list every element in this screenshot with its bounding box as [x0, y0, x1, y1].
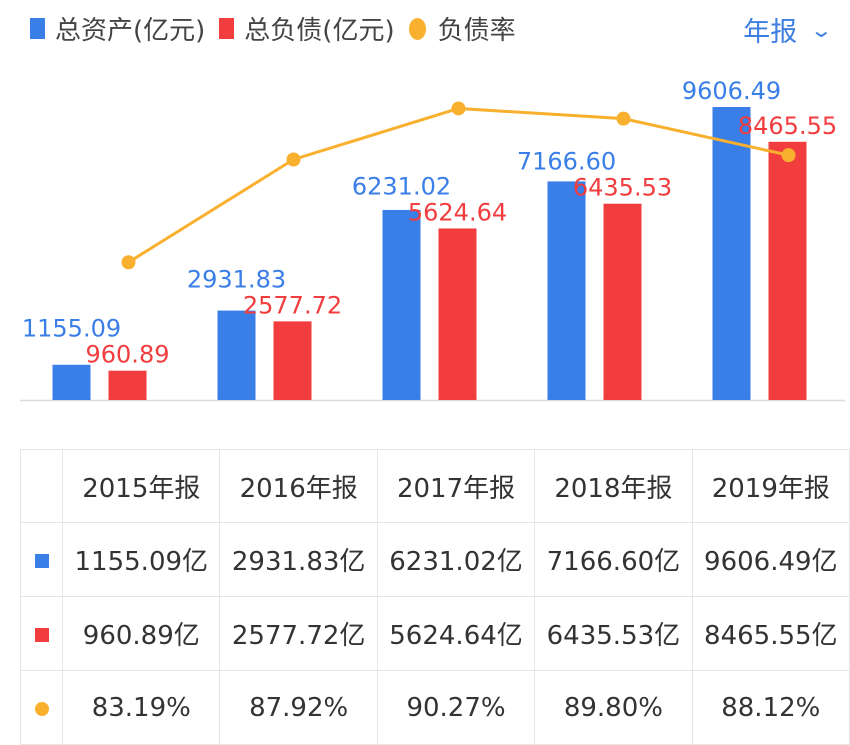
- legend-square-icon: [219, 18, 235, 39]
- table-row-debt-ratio: 83.19% 87.92% 90.27% 89.80% 88.12%: [19, 670, 850, 745]
- legend-square-icon: [30, 18, 45, 39]
- debt-ratio-point: [121, 255, 136, 270]
- chart-legend: 总资产(亿元) 总负债(亿元) 负债率: [30, 10, 530, 47]
- table-cell: 5624.64亿: [376, 596, 536, 671]
- table-header-cell: 2018年报: [534, 449, 693, 523]
- total-liabilities-data-label: 6435.53: [573, 174, 672, 202]
- total-liabilities-bar: [108, 370, 147, 400]
- total-assets-data-label: 9606.49: [682, 77, 781, 105]
- debt-ratio-point: [451, 101, 466, 116]
- debt-ratio-point: [616, 111, 631, 126]
- total-liabilities-bar: [603, 203, 642, 400]
- table-cell: 88.12%: [691, 670, 850, 745]
- table-cell: 1155.09亿: [62, 522, 221, 597]
- total-assets-bar: [382, 209, 421, 400]
- total-liabilities-bar: [768, 141, 807, 400]
- period-selector-label: 年报: [743, 17, 798, 48]
- legend-label: 总资产(亿元): [55, 16, 206, 46]
- table-cell: 9606.49亿: [691, 522, 850, 597]
- table-cell: 960.89亿: [62, 596, 221, 671]
- table-corner-cell: [19, 449, 64, 523]
- table-header-cell: 2015年报: [62, 449, 221, 523]
- total-liabilities-bar: [438, 228, 477, 400]
- table-row-total-assets: 1155.09亿 2931.83亿 6231.02亿 7166.60亿 9606…: [19, 522, 850, 597]
- chevron-down-icon: ⌄: [809, 17, 834, 42]
- table-cell: 8465.55亿: [691, 596, 850, 671]
- total-liabilities-data-label: 960.89: [86, 341, 170, 369]
- row-marker-cell: [19, 522, 64, 597]
- table-cell: 90.27%: [376, 670, 536, 745]
- period-selector[interactable]: 年报 ⌄: [743, 10, 834, 49]
- legend-item-total-liabilities[interactable]: 总负债(亿元): [219, 10, 395, 47]
- table-header-cell: 2019年报: [691, 449, 850, 523]
- total-assets-bar: [217, 310, 256, 400]
- legend-label: 负债率: [437, 16, 516, 46]
- table-cell: 7166.60亿: [534, 522, 693, 597]
- row-marker-cell: [19, 596, 64, 671]
- total-liabilities-data-label: 2577.72: [243, 291, 342, 319]
- table-cell: 2931.83亿: [219, 522, 378, 597]
- total-assets-data-label: 6231.02: [352, 172, 451, 200]
- table-cell: 6435.53亿: [534, 596, 693, 671]
- total-assets-data-label: 1155.09: [22, 315, 121, 343]
- table-row-total-liabilities: 960.89亿 2577.72亿 5624.64亿 6435.53亿 8465.…: [19, 596, 850, 671]
- orange-circle-icon: [34, 701, 49, 716]
- total-assets-bar: [52, 364, 91, 400]
- table-header-cell: 2017年报: [376, 449, 536, 523]
- table-header-row: 2015年报 2016年报 2017年报 2018年报 2019年报: [19, 449, 850, 523]
- legend-item-total-assets[interactable]: 总资产(亿元): [30, 10, 205, 47]
- total-assets-bar: [547, 181, 586, 400]
- legend-circle-icon: [408, 17, 426, 40]
- legend-item-debt-ratio[interactable]: 负债率: [408, 10, 516, 47]
- legend-label: 总负债(亿元): [244, 16, 395, 46]
- table-cell: 2577.72亿: [219, 596, 378, 671]
- table-cell: 87.92%: [219, 670, 378, 745]
- data-table: 2015年报 2016年报 2017年报 2018年报 2019年报 1155.…: [19, 449, 850, 745]
- total-liabilities-data-label: 8465.55: [738, 112, 837, 140]
- table-cell: 89.80%: [534, 670, 693, 745]
- table-cell: 6231.02亿: [376, 522, 536, 597]
- total-assets-data-label: 2931.83: [187, 265, 286, 293]
- red-square-icon: [34, 627, 49, 642]
- debt-ratio-point: [286, 152, 301, 167]
- debt-ratio-point: [781, 148, 796, 163]
- total-liabilities-data-label: 5624.64: [408, 198, 507, 226]
- total-assets-data-label: 7166.60: [517, 148, 616, 176]
- table-cell: 83.19%: [62, 670, 221, 745]
- row-marker-cell: [19, 670, 64, 745]
- total-liabilities-bar: [273, 321, 312, 400]
- blue-square-icon: [34, 553, 49, 568]
- total-assets-bar: [712, 107, 751, 400]
- table-header-cell: 2016年报: [219, 449, 378, 523]
